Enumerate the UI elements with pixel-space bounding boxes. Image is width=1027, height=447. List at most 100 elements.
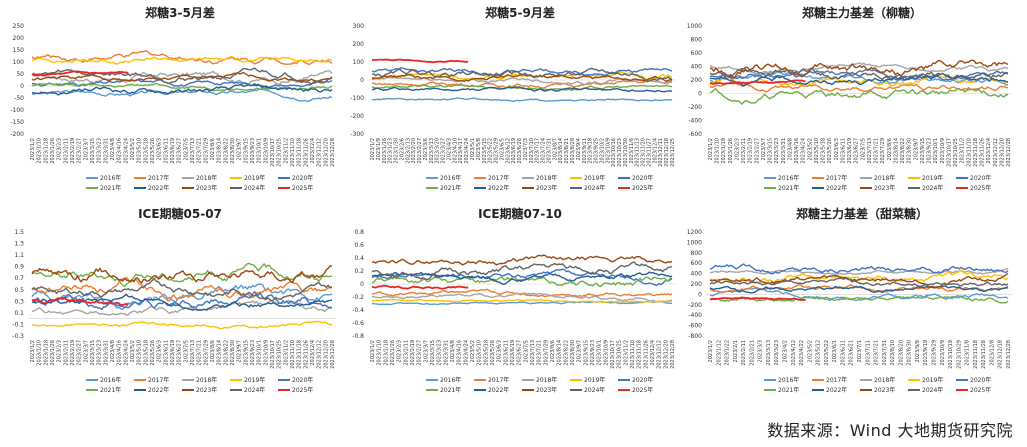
y-tick-label: 0.6 (354, 242, 364, 249)
x-tick-label: 2023/7/29 (543, 340, 549, 366)
x-tick-label: 2023/3/7 (83, 138, 89, 160)
x-tick-label: 2023/10/1 (933, 138, 939, 164)
x-tick-label: 2023/11/18 (297, 138, 303, 167)
x-tick-label: 2023/5/2 (807, 340, 813, 362)
y-tick-label: 300 (353, 23, 365, 30)
y-tick-label: -400 (688, 312, 702, 319)
x-tick-label: 2023/5/26 (150, 340, 156, 366)
x-tick-label: 2023/9/7 (237, 138, 243, 160)
y-tick-label: 1.3 (14, 241, 24, 248)
x-tick-label: 2023/12/12 (317, 340, 323, 369)
y-tick-label: 200 (691, 77, 703, 84)
x-tick-label: 2023/8/30 (907, 340, 913, 366)
legend-label: 2022年 (148, 386, 169, 394)
x-tick-label: 2023/1/2 (708, 340, 714, 362)
x-tick-label: 2023/12/20 (323, 340, 329, 369)
x-tick-label: 2023/8/28 (570, 138, 576, 164)
x-tick-label: 2023/11/2 (960, 138, 966, 164)
y-tick-label: 0.7 (14, 275, 24, 282)
x-tick-label: 2023/3/23 (774, 340, 780, 366)
x-tick-label: 2023/10/9 (940, 138, 946, 164)
x-tick-label: 2023/8/22 (223, 340, 229, 366)
series-line-2019年 (31, 320, 333, 330)
x-tick-label: 2023/7/21 (874, 340, 880, 366)
legend-label: 2019年 (244, 376, 265, 384)
x-tick-label: 2023/10/9 (263, 340, 269, 366)
x-tick-label: 2023/12/4 (652, 138, 658, 164)
y-tick-label: -200 (10, 131, 24, 138)
x-tick-label: 2023/8/20 (898, 340, 904, 366)
x-tick-label: 2023/8/30 (230, 138, 236, 164)
legend-label: 2019年 (584, 376, 605, 384)
legend-label: 2019年 (922, 174, 943, 182)
chart-panel-1: 郑糖3-5月差 250 200 150 100 50 0 -50 -100 -150 -200 202… (10, 5, 336, 192)
x-tick-label: 2023/6/5 (499, 138, 505, 160)
x-tick-label: 2023/9/7 (237, 340, 243, 362)
x-tick-label: 2023/6/21 (849, 340, 855, 366)
legend-label: 2021年 (100, 184, 121, 192)
series-line-2021年 (709, 295, 1009, 304)
x-tick-label: 2023/8/14 (893, 138, 899, 164)
legend-label: 2025年 (292, 386, 313, 394)
x-tick-label: 2023/1/10 (37, 138, 43, 164)
y-tick-label: 0 (20, 83, 24, 90)
x-tick-label: 2023/1/26 (728, 138, 734, 164)
chart-panel-6: 郑糖主力基差（甜菜糖） 1200 1000 800 600 400 200 0 -200 -400… (687, 206, 1012, 394)
x-tick-label: 2023/6/27 (517, 340, 523, 366)
x-tick-label: 2023/8/22 (223, 138, 229, 164)
x-tick-label: 2023/2/3 (57, 138, 63, 160)
legend-label: 2016年 (440, 376, 461, 384)
x-tick-label: 2023/6/3 (157, 340, 163, 362)
x-tick-label: 2023/1/22 (725, 340, 731, 366)
series-line-2022年 (709, 285, 1009, 294)
y-tick-label: -0.2 (352, 294, 364, 301)
x-tick-label: 2023/1/18 (43, 138, 49, 164)
legend-label: 2024年 (244, 386, 265, 394)
y-tick-label: 250 (13, 23, 25, 30)
x-tick-label: 2023/2/6 (399, 138, 405, 160)
y-tick-label: 200 (691, 281, 703, 288)
x-tick-label: 2023/2/3 (57, 340, 63, 362)
y-tick-label: -200 (688, 104, 702, 111)
series-line-2019年 (709, 74, 1009, 87)
x-tick-label: 2023/4/8 (110, 138, 116, 160)
legend-label: 2017年 (826, 174, 847, 182)
x-tick-label: 2023/6/11 (163, 138, 169, 164)
x-tick-label: 2023/4/17 (458, 138, 464, 164)
series-line-2016年 (371, 97, 673, 103)
legend-label: 2021年 (100, 386, 121, 394)
y-tick-label: 0.5 (14, 287, 24, 294)
x-tick-label: 2023/6/27 (177, 138, 183, 164)
legend-label: 2021年 (778, 184, 799, 192)
x-tick-label: 2023/8/21 (564, 138, 570, 164)
x-tick-label: 2023/7/29 (880, 138, 886, 164)
x-tick-label: 2023/4/12 (791, 340, 797, 366)
x-tick-label: 2023/7/29 (203, 340, 209, 366)
x-tick-label: 2023/6/11 (163, 340, 169, 366)
x-tick-label: 2023/8/10 (890, 340, 896, 366)
x-tick-label: 2023/3/7 (83, 340, 89, 362)
legend-label: 2024年 (584, 386, 605, 394)
x-tick-label: 2023/10/17 (270, 340, 276, 369)
x-tick-label: 2023/1/2 (30, 138, 36, 160)
legend-label: 2024年 (922, 184, 943, 192)
x-tick-label: 2023/3/15 (768, 138, 774, 164)
x-tick-label: 2023/12/28 (1006, 138, 1012, 167)
x-tick-label: 2023/6/19 (170, 340, 176, 366)
x-tick-label: 2023/3/31 (103, 138, 109, 164)
y-tick-label: -200 (688, 302, 702, 309)
series-line-2024年 (31, 67, 333, 86)
x-tick-label: 2023/8/30 (907, 138, 913, 164)
x-tick-label: 2023/9/25 (594, 138, 600, 164)
y-tick-label: 1000 (687, 23, 702, 30)
x-tick-label: 2023/12/4 (310, 340, 316, 366)
series-line-2021年 (31, 262, 333, 288)
y-tick-label: 400 (691, 271, 703, 278)
series-line-2018年 (31, 299, 333, 316)
x-tick-label: 2023/9/29 (932, 340, 938, 366)
x-tick-label: 2023/2/21 (749, 340, 755, 366)
x-tick-label: 2023/11/2 (623, 340, 629, 366)
x-tick-label: 2023/11/26 (303, 340, 309, 369)
x-tick-label: 2023/5/10 (137, 138, 143, 164)
x-tick-label: 2023/8/14 (558, 138, 564, 164)
